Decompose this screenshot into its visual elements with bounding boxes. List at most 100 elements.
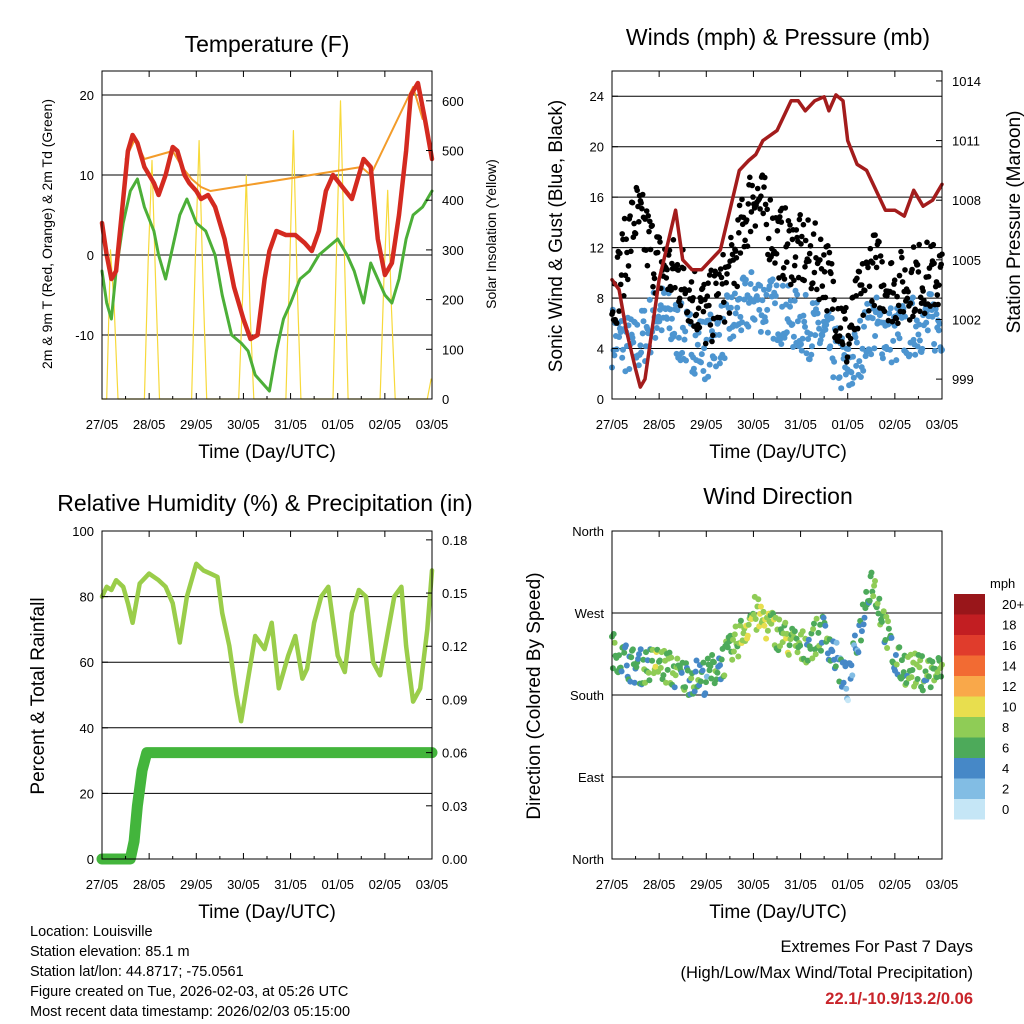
humidity-title: Relative Humidity (%) & Precipitation (i… [57, 490, 472, 516]
humidity-axes: 0 20 40 60 80 100 0.00 0.03 0.06 0.09 0.12 0.15 0.18… [72, 524, 467, 892]
gust-point [631, 220, 637, 227]
gust-point [810, 280, 816, 286]
x-tick-label: 27/05 [596, 877, 629, 892]
direction-point [797, 642, 804, 649]
gust-point [650, 271, 657, 277]
wind-point [698, 359, 704, 366]
gust-point [876, 239, 882, 245]
gust-point [840, 341, 846, 348]
gust-point [747, 174, 753, 181]
wind-point [682, 328, 689, 335]
y-right-tick-label: 0.03 [442, 799, 467, 814]
legend-swatch [954, 676, 985, 697]
x-tick-label: 31/05 [784, 877, 817, 892]
direction-point [657, 664, 664, 671]
direction-point [855, 649, 862, 656]
wind-point [748, 269, 755, 276]
gust-point [925, 273, 932, 280]
gust-point [707, 322, 714, 328]
direction-point [848, 662, 855, 669]
gust-point [900, 309, 907, 315]
wind-point [652, 334, 659, 341]
plot-frame [611, 70, 943, 400]
legend-swatch [954, 614, 985, 635]
wind-point [799, 335, 806, 342]
extremes-subtitle: (High/Low/Max Wind/Total Precipitation) [680, 964, 973, 982]
gust-point [819, 283, 826, 289]
direction-point [745, 621, 752, 628]
gust-point [778, 219, 785, 225]
direction-point [808, 630, 815, 637]
gust-point [846, 341, 852, 347]
direction-point [660, 672, 667, 679]
gust-point [717, 266, 724, 272]
direction-point [713, 676, 720, 683]
x-tick-label: 31/05 [274, 877, 307, 892]
y-tick-label: 0 [597, 392, 604, 407]
gust-point [651, 275, 658, 282]
direction-panel: Wind Direction North East South West North 27… [524, 483, 1024, 923]
wind-point [906, 351, 913, 358]
gust-point [821, 269, 828, 275]
direction-point [900, 669, 907, 676]
gust-point [765, 235, 772, 242]
gust-point [663, 275, 670, 281]
gust-point [898, 248, 904, 255]
direction-point [643, 649, 649, 656]
wind-point [890, 337, 897, 344]
y-right-tick-label: 0.06 [442, 746, 467, 761]
direction-point [903, 680, 910, 686]
gust-point [644, 262, 651, 269]
plot-frame [611, 530, 943, 860]
wind-point [630, 339, 637, 346]
gust-point [762, 201, 769, 208]
direction-point [697, 678, 704, 685]
direction-point [730, 648, 737, 655]
gust-point [696, 324, 703, 331]
gust-point [791, 262, 798, 269]
direction-point [909, 667, 916, 673]
wind-point [705, 373, 712, 380]
winds-xlabel: Time (Day/UTC) [709, 442, 847, 463]
gust-point [723, 279, 729, 286]
gust-point [638, 200, 644, 206]
direction-point [761, 622, 768, 629]
gust-point [650, 283, 656, 290]
humidity-ylabel: Percent & Total Rainfall [28, 597, 49, 794]
gust-point [905, 288, 911, 295]
gust-point [705, 280, 711, 287]
gust-point [623, 236, 629, 242]
winds-title: Winds (mph) & Pressure (mb) [626, 24, 930, 50]
direction-point [628, 654, 635, 661]
y-tick-label: South [570, 688, 604, 703]
temperature-gridlines [102, 94, 432, 336]
y-right-tick-label: 600 [442, 94, 464, 109]
gust-point [909, 266, 915, 273]
wind-point [932, 306, 939, 312]
x-tick-label: 03/05 [926, 417, 959, 432]
legend-label: 14 [1002, 659, 1016, 674]
gust-point [829, 306, 836, 313]
legend-swatch [954, 696, 985, 717]
legend-label: 4 [1002, 761, 1009, 776]
direction-point [871, 582, 878, 589]
gust-point [736, 202, 743, 209]
gust-point [672, 284, 678, 291]
x-tick-label: 28/05 [133, 417, 166, 432]
winds-series [609, 93, 945, 392]
gust-point [739, 196, 745, 203]
gust-point [742, 237, 748, 244]
temperature-series [99, 80, 435, 400]
gust-point [665, 252, 672, 258]
direction-point [866, 597, 873, 604]
gust-point [774, 228, 781, 234]
gust-point [763, 221, 770, 228]
gust-point [927, 303, 933, 309]
legend-swatch [954, 778, 985, 799]
wind-point [772, 292, 779, 299]
wind-point [822, 326, 829, 333]
station-elevation: Station elevation: 85.1 m [30, 944, 190, 960]
direction-point [840, 679, 847, 686]
gust-point [858, 282, 865, 288]
direction-point [709, 652, 716, 658]
